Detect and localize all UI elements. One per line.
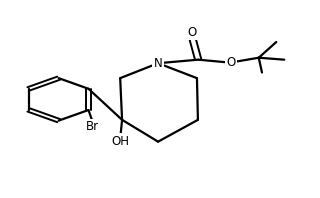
Text: O: O bbox=[187, 26, 196, 39]
Text: OH: OH bbox=[111, 135, 130, 148]
Text: Br: Br bbox=[86, 120, 99, 133]
Text: N: N bbox=[154, 57, 163, 70]
Text: O: O bbox=[227, 56, 236, 69]
